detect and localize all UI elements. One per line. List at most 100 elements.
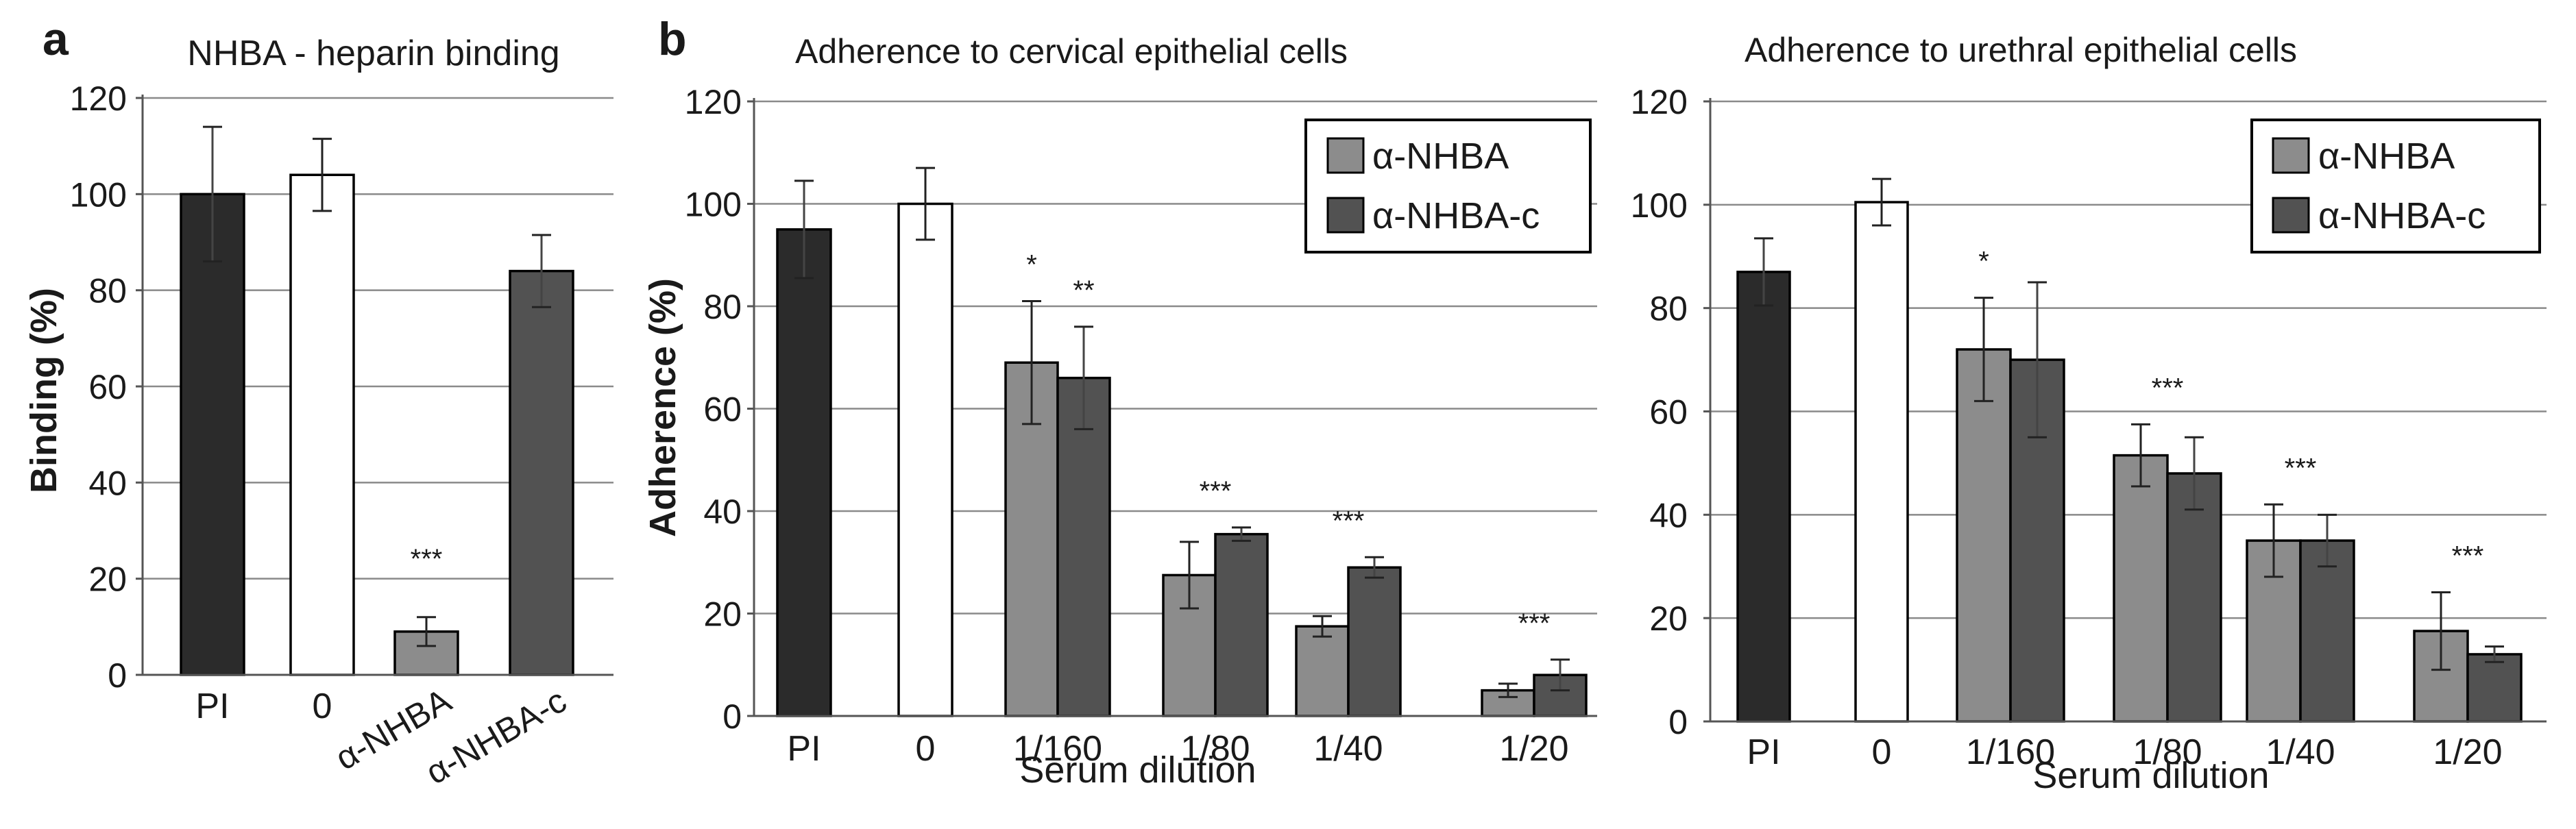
panel-b-x-ticks: PI 0 1/160 1/80 1/40 1/20 bbox=[787, 729, 1568, 769]
panel-b-legend-label-1: α-NHBA bbox=[1372, 136, 1509, 177]
a-x-tick-label: 0 bbox=[313, 686, 332, 726]
panel-c-legend-label-1: α-NHBA bbox=[2318, 136, 2455, 177]
panel-c-legend-swatch-2 bbox=[2272, 197, 2310, 234]
panel-a-title: NHBA - heparin binding bbox=[187, 34, 559, 73]
panel-b-legend-swatch-1 bbox=[1326, 137, 1365, 174]
c-x-tick-label: 1/160 bbox=[1966, 732, 2055, 772]
panel-c-y-ticks: 0 20 40 60 80 100 120 bbox=[1631, 83, 1712, 741]
c-x-tick-label: 1/80 bbox=[2133, 732, 2202, 772]
c-y-tick-label: 80 bbox=[1649, 290, 1688, 328]
a-y-tick-label: 40 bbox=[88, 464, 127, 502]
c-y-tick-label: 40 bbox=[1649, 496, 1688, 534]
a-bar bbox=[180, 193, 245, 676]
c-y-tick-label: 20 bbox=[1649, 599, 1688, 638]
b-bar bbox=[897, 202, 953, 717]
c-bar bbox=[2009, 358, 2065, 723]
panel-b-legend-swatch-2 bbox=[1326, 197, 1365, 234]
a-y-tick-label: 100 bbox=[70, 175, 127, 214]
a-annotation: *** bbox=[411, 544, 443, 574]
b-bar bbox=[1347, 566, 1402, 717]
c-annotation: *** bbox=[2152, 373, 2184, 403]
panel-b-legend-label-2: α-NHBA-c bbox=[1372, 195, 1540, 236]
c-bar bbox=[2166, 472, 2222, 723]
b-y-tick-label: 0 bbox=[722, 697, 742, 736]
b-x-tick-label: 0 bbox=[916, 729, 936, 769]
panel-b-label: b bbox=[658, 13, 687, 65]
c-x-tick-label: 1/40 bbox=[2265, 732, 2335, 772]
b-annotation: *** bbox=[1518, 608, 1551, 639]
b-x-tick-label: 1/160 bbox=[1013, 729, 1102, 769]
b-annotation: * bbox=[1026, 250, 1037, 280]
panel-c-annotations: ********** bbox=[1978, 247, 2483, 571]
panel-a-y-ticks: 0 20 40 60 80 100 120 bbox=[70, 79, 144, 695]
a-y-tick-label: 60 bbox=[88, 368, 127, 406]
c-y-tick-label: 60 bbox=[1649, 393, 1688, 432]
c-bar bbox=[2466, 653, 2523, 723]
b-y-tick-label: 20 bbox=[703, 595, 742, 634]
panel-a-ylabel: Binding (%) bbox=[23, 288, 64, 493]
panel-b-title: Adherence to cervical epithelial cells bbox=[795, 32, 1348, 71]
panel-c-legend-label-2: α-NHBA-c bbox=[2318, 195, 2486, 236]
b-bar bbox=[1214, 532, 1269, 717]
panel-b-error-bars bbox=[794, 166, 1570, 698]
b-y-tick-label: 80 bbox=[703, 288, 742, 326]
b-x-tick-label: 1/40 bbox=[1313, 729, 1383, 769]
panel-c-urethral: Adherence to urethral epithelial cells S… bbox=[1631, 31, 2547, 796]
panel-a-label: a bbox=[42, 13, 69, 65]
c-y-tick-label: 100 bbox=[1631, 186, 1688, 225]
c-annotation: *** bbox=[2452, 541, 2484, 571]
b-y-tick-label: 60 bbox=[703, 391, 742, 429]
c-bar bbox=[1956, 348, 2012, 723]
a-bar bbox=[509, 269, 574, 676]
c-bar bbox=[2113, 454, 2169, 723]
c-y-tick-label: 120 bbox=[1631, 83, 1688, 121]
panel-b-ylabel: Adherence (%) bbox=[642, 278, 683, 537]
b-bar bbox=[1056, 376, 1111, 717]
c-y-tick-label: 0 bbox=[1668, 703, 1688, 741]
c-x-tick-label: 1/20 bbox=[2433, 732, 2502, 772]
a-bar bbox=[289, 173, 355, 676]
panel-b-y-ticks: 0 20 40 60 80 100 120 bbox=[685, 83, 755, 736]
c-x-tick-label: 0 bbox=[1872, 732, 1892, 772]
b-x-tick-label: 1/20 bbox=[1499, 729, 1568, 769]
a-y-tick-label: 120 bbox=[70, 79, 127, 118]
b-y-tick-label: 40 bbox=[703, 493, 742, 531]
b-x-tick-label: 1/80 bbox=[1180, 729, 1250, 769]
b-x-tick-label: PI bbox=[787, 729, 821, 769]
panel-b-xlabel: Serum dilution bbox=[1019, 750, 1256, 791]
panel-c-legend: α-NHBA α-NHBA-c bbox=[2250, 119, 2541, 253]
b-annotation: ** bbox=[1073, 275, 1094, 306]
c-annotation: *** bbox=[2285, 453, 2317, 483]
a-y-tick-label: 20 bbox=[88, 560, 127, 599]
panel-a-annotations: *** bbox=[411, 544, 443, 574]
panel-a-bars bbox=[180, 173, 574, 676]
panel-a-heparin-binding: a NHBA - heparin binding Binding (%) 0 20… bbox=[23, 13, 613, 792]
a-x-tick-label: PI bbox=[195, 686, 229, 726]
a-y-tick-label: 80 bbox=[88, 272, 127, 310]
panel-c-error-bars bbox=[1754, 177, 2504, 671]
b-bar bbox=[1295, 625, 1350, 717]
panel-c-x-ticks: PI 0 1/160 1/80 1/40 1/20 bbox=[1747, 732, 2502, 772]
b-annotation: *** bbox=[1200, 476, 1232, 506]
panel-b-legend: α-NHBA α-NHBA-c bbox=[1304, 119, 1592, 253]
panel-a-error-bars bbox=[203, 125, 551, 647]
c-annotation: * bbox=[1978, 247, 1989, 277]
panel-b-bars bbox=[776, 202, 1588, 717]
b-y-tick-label: 100 bbox=[685, 186, 742, 224]
panel-c-bars bbox=[1736, 201, 2523, 723]
panel-b-annotations: ************ bbox=[1026, 250, 1550, 639]
b-bar bbox=[776, 228, 832, 717]
a-y-tick-label: 0 bbox=[108, 656, 127, 695]
c-bar bbox=[1736, 271, 1791, 723]
panel-b-cervical: b Adherence to cervical epithelial cells… bbox=[642, 13, 1597, 791]
b-annotation: *** bbox=[1333, 506, 1365, 536]
panel-c-title: Adherence to urethral epithelial cells bbox=[1745, 31, 2297, 69]
c-bar bbox=[1854, 201, 1909, 723]
panel-c-legend-swatch-1 bbox=[2272, 137, 2310, 174]
c-bar bbox=[2299, 539, 2355, 723]
panel-c-xlabel: Serum dilution bbox=[2032, 755, 2269, 796]
c-x-tick-label: PI bbox=[1747, 732, 1780, 772]
b-y-tick-label: 120 bbox=[685, 83, 742, 121]
